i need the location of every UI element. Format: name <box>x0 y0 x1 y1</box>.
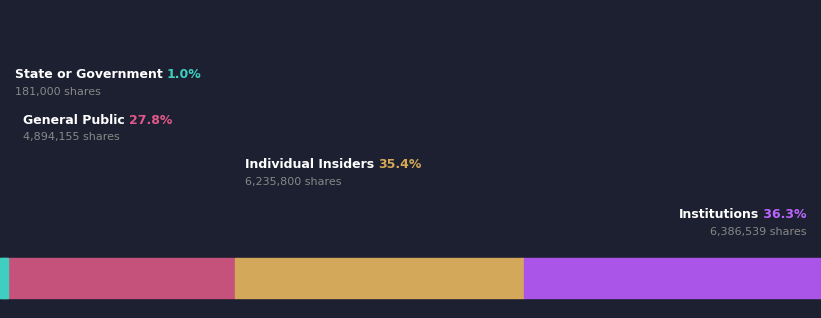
Text: 35.4%: 35.4% <box>378 158 421 171</box>
Bar <box>525 258 821 298</box>
Bar <box>8 258 236 298</box>
Text: 1.0%: 1.0% <box>167 68 202 81</box>
Text: 36.3%: 36.3% <box>759 209 806 222</box>
Text: General Public: General Public <box>23 114 129 127</box>
Text: 27.8%: 27.8% <box>129 114 172 127</box>
Text: Individual Insiders: Individual Insiders <box>245 158 378 171</box>
Text: 6,386,539 shares: 6,386,539 shares <box>709 227 806 237</box>
Text: Institutions: Institutions <box>678 209 759 222</box>
Text: State or Government: State or Government <box>15 68 167 81</box>
Bar <box>0 258 8 298</box>
Text: 181,000 shares: 181,000 shares <box>15 87 101 97</box>
Bar <box>236 258 525 298</box>
Text: 6,235,800 shares: 6,235,800 shares <box>245 177 342 187</box>
Text: 4,894,155 shares: 4,894,155 shares <box>23 132 120 142</box>
Bar <box>0 258 8 298</box>
